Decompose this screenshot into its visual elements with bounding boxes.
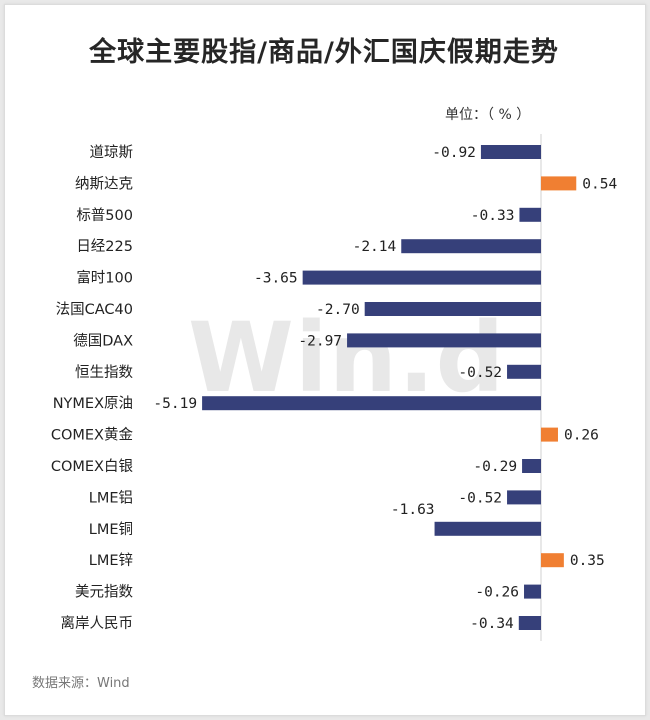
value-label: -0.34 [470, 616, 514, 632]
value-label: 0.54 [582, 176, 617, 192]
category-label: COMEX黄金 [51, 427, 134, 444]
watermark-logo: Win.d [188, 302, 506, 414]
category-label: 法国CAC40 [56, 301, 133, 318]
value-label: -5.19 [153, 396, 197, 412]
category-label: 标普500 [76, 207, 133, 224]
category-label: 美元指数 [75, 584, 133, 601]
bar-4 [401, 239, 541, 254]
value-label: -3.65 [254, 271, 298, 287]
category-label: NYMEX原油 [53, 395, 133, 412]
value-label: -0.52 [458, 365, 502, 381]
bar-8 [507, 364, 541, 379]
value-label: -0.33 [471, 208, 515, 224]
value-label: -0.52 [458, 490, 502, 506]
category-label: 德国DAX [73, 332, 133, 349]
bar-12 [507, 490, 541, 505]
chart-title: 全球主要股指/商品/外汇国庆假期走势 [89, 37, 559, 68]
category-label: 纳斯达克 [75, 175, 133, 192]
value-label: -2.14 [353, 239, 397, 255]
bar-9 [202, 396, 541, 411]
bar-14 [541, 553, 564, 568]
data-source: 数据来源：Wind [32, 676, 130, 691]
bar-6 [364, 302, 541, 316]
category-label: 离岸人民币 [61, 615, 134, 632]
value-label: -2.70 [316, 302, 360, 318]
unit-label: 单位：（ % ） [445, 107, 531, 123]
bar-5 [302, 270, 541, 285]
category-label: COMEX白银 [51, 458, 134, 475]
bar-3 [519, 207, 541, 222]
bar-13 [434, 521, 541, 536]
bar-16 [518, 616, 541, 630]
bar-10 [541, 427, 558, 442]
value-label: -0.29 [473, 459, 517, 475]
bar-1 [480, 145, 541, 159]
category-label: 富时100 [76, 269, 133, 287]
value-label: 0.26 [564, 428, 599, 444]
category-label: LME锌 [89, 552, 133, 569]
category-label: LME铜 [89, 521, 133, 538]
category-label: 恒生指数 [75, 364, 133, 381]
value-label: -1.63 [391, 502, 435, 518]
value-label: -0.26 [475, 585, 519, 601]
bar-11 [522, 459, 541, 473]
value-label: -0.92 [432, 145, 476, 161]
value-label: -2.97 [298, 333, 342, 349]
value-label: 0.35 [570, 553, 605, 569]
bar-7 [347, 333, 541, 348]
category-label: 日经225 [76, 238, 133, 255]
category-label: 道琼斯 [90, 144, 134, 161]
bar-2 [541, 176, 577, 191]
bar-15 [524, 584, 541, 599]
category-label: LME铝 [89, 489, 133, 506]
